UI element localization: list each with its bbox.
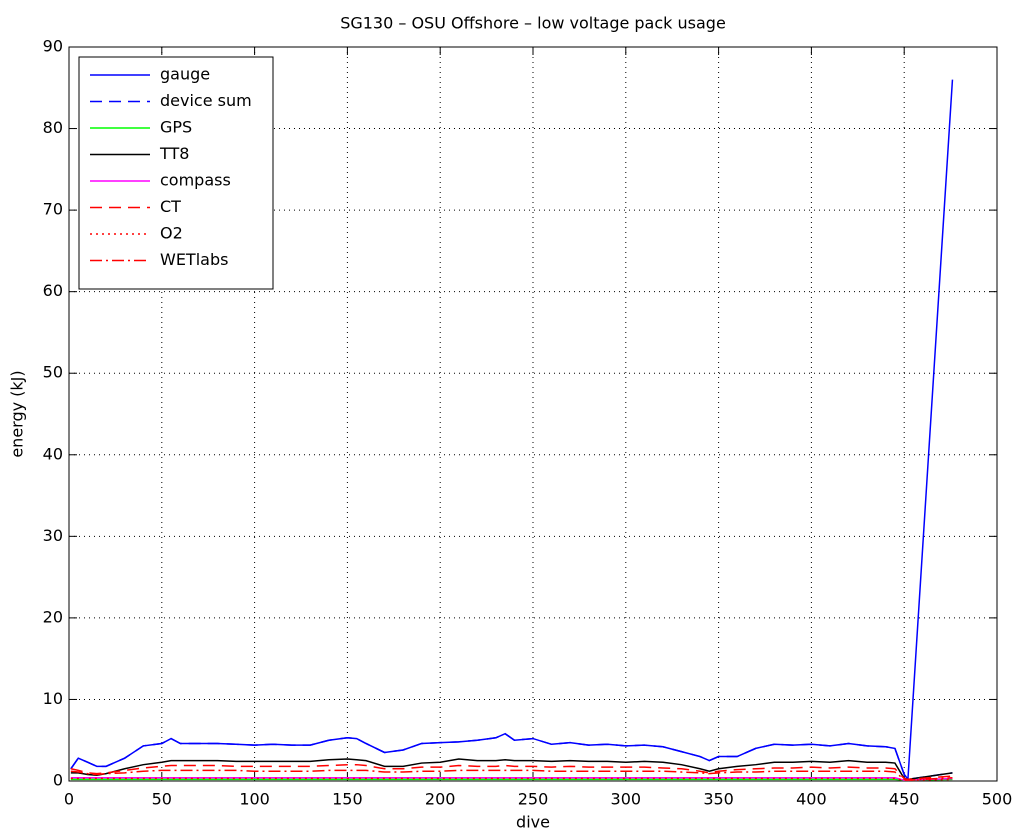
x-tick-label: 150	[332, 790, 363, 809]
x-tick-label: 300	[611, 790, 642, 809]
x-tick-label: 350	[703, 790, 734, 809]
legend-box	[78, 56, 274, 290]
series-line	[70, 778, 953, 781]
x-tick-label: 100	[239, 790, 270, 809]
legend-label: O2	[160, 224, 183, 243]
y-tick-label: 30	[43, 526, 63, 545]
legend-label: compass	[160, 171, 231, 190]
series-line	[70, 758, 953, 781]
legend-label: CT	[160, 197, 181, 216]
series-line	[70, 776, 953, 781]
y-tick-label: 20	[43, 607, 63, 626]
legend-label: device sum	[160, 91, 252, 110]
x-tick-label: 0	[64, 790, 74, 809]
x-axis-label: dive	[516, 813, 550, 832]
y-tick-label: 0	[53, 771, 63, 790]
y-tick-label: 80	[43, 118, 63, 137]
series-line	[70, 769, 953, 781]
y-tick-label: 90	[43, 37, 63, 56]
legend-label: gauge	[160, 65, 210, 84]
y-tick-label: 10	[43, 689, 63, 708]
x-tick-label: 400	[796, 790, 827, 809]
y-tick-label: 60	[43, 281, 63, 300]
legend-label: WETlabs	[160, 250, 228, 269]
chart-title: SG130 – OSU Offshore – low voltage pack …	[340, 14, 726, 33]
x-tick-label: 200	[425, 790, 456, 809]
legend-label: GPS	[160, 118, 192, 137]
series-line	[70, 777, 953, 781]
x-tick-label: 500	[982, 790, 1013, 809]
y-tick-label: 50	[43, 363, 63, 382]
series-line	[70, 732, 953, 781]
plot-frame	[68, 46, 998, 782]
y-tick-label: 40	[43, 444, 63, 463]
x-tick-label: 250	[518, 790, 549, 809]
y-tick-label: 70	[43, 200, 63, 219]
x-tick-label: 50	[152, 790, 172, 809]
legend-label: TT8	[159, 144, 189, 163]
series-line	[70, 763, 953, 781]
y-axis-label: energy (kJ)	[8, 370, 27, 457]
x-tick-label: 450	[889, 790, 920, 809]
